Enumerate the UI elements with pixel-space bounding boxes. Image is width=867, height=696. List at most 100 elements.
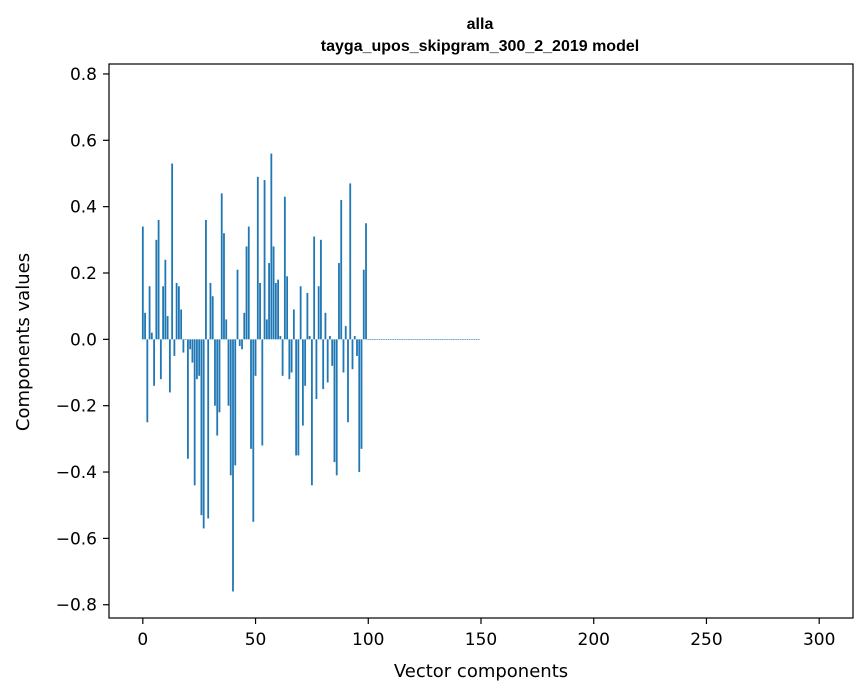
bar [392, 339, 394, 340]
x-tick-label: 50 [245, 630, 267, 650]
bar [177, 286, 180, 340]
bar [270, 153, 273, 340]
bar [405, 339, 408, 340]
x-axis-label: Vector components [394, 661, 568, 682]
bar [250, 339, 252, 449]
bar [198, 339, 201, 376]
bar [171, 163, 174, 340]
y-tick-label: −0.8 [56, 596, 97, 616]
bar [331, 339, 334, 366]
bar [182, 339, 185, 353]
bar [448, 339, 451, 340]
bar [245, 246, 248, 340]
bar [416, 339, 419, 340]
bar [211, 296, 214, 340]
bar [407, 339, 410, 340]
bar [444, 339, 446, 340]
bar [141, 226, 144, 340]
bar [292, 309, 295, 340]
bar [193, 339, 196, 486]
y-axis: −0.8 −0.6 −0.4 −0.2 0.0 0.2 0.4 0.6 0.8 [56, 65, 109, 616]
bar [153, 339, 155, 386]
bar [383, 339, 385, 340]
bar [376, 339, 379, 340]
x-tick-label: 250 [690, 630, 722, 650]
bar [207, 339, 210, 519]
bar [398, 339, 401, 340]
bar [252, 339, 255, 522]
bar [216, 339, 219, 436]
bar [218, 339, 221, 413]
bar [150, 332, 153, 340]
bar [322, 339, 325, 390]
bar [259, 282, 261, 340]
bar [317, 286, 320, 340]
bar [432, 339, 435, 340]
bar [159, 339, 162, 380]
bar [168, 339, 171, 393]
bar [220, 193, 223, 340]
bar [430, 339, 433, 340]
bar [223, 233, 225, 340]
bar [311, 339, 313, 486]
bar [441, 339, 444, 340]
bar [419, 339, 422, 340]
bar [338, 263, 340, 340]
bar [349, 183, 352, 340]
bar [457, 339, 460, 340]
bar [324, 312, 327, 340]
bar [256, 176, 259, 340]
bar [229, 339, 232, 476]
bar [144, 312, 146, 340]
bar [385, 339, 388, 340]
bar [369, 339, 372, 340]
bar [365, 223, 367, 340]
bar [335, 339, 338, 476]
bar [466, 339, 469, 340]
y-tick-label: −0.2 [56, 397, 97, 417]
bar [241, 339, 243, 350]
bar [378, 339, 381, 340]
bar [301, 339, 304, 426]
bar [164, 259, 167, 340]
bar [473, 339, 476, 340]
bar [387, 339, 390, 340]
bar [209, 282, 212, 340]
bar [162, 286, 165, 340]
bar [455, 339, 458, 340]
bar [394, 339, 397, 340]
bar [477, 339, 480, 340]
bar [308, 336, 311, 340]
bar [439, 339, 442, 340]
bar [453, 339, 455, 340]
bar [315, 339, 318, 400]
bar [468, 339, 471, 340]
bar [403, 339, 406, 340]
bar [356, 339, 358, 356]
bar [462, 339, 464, 340]
bar [272, 246, 275, 340]
bar [333, 339, 336, 463]
bar [274, 282, 277, 340]
x-tick-label: 0 [137, 630, 148, 650]
y-tick-label: −0.6 [56, 529, 97, 549]
bar [425, 339, 428, 340]
bar [191, 339, 194, 363]
bar [180, 309, 183, 340]
bar [290, 339, 293, 373]
bar [304, 339, 307, 386]
bar [261, 339, 264, 446]
bar [202, 339, 205, 529]
y-tick-label: 0.2 [70, 264, 97, 284]
bar [299, 286, 302, 340]
bar [347, 339, 349, 423]
bar [265, 319, 268, 340]
bar [340, 200, 343, 340]
bar [288, 339, 291, 380]
bar [412, 339, 415, 340]
bar [279, 336, 282, 340]
bar [236, 269, 239, 340]
x-tick-label: 300 [803, 630, 835, 650]
bar [320, 239, 322, 340]
bar [263, 180, 266, 340]
